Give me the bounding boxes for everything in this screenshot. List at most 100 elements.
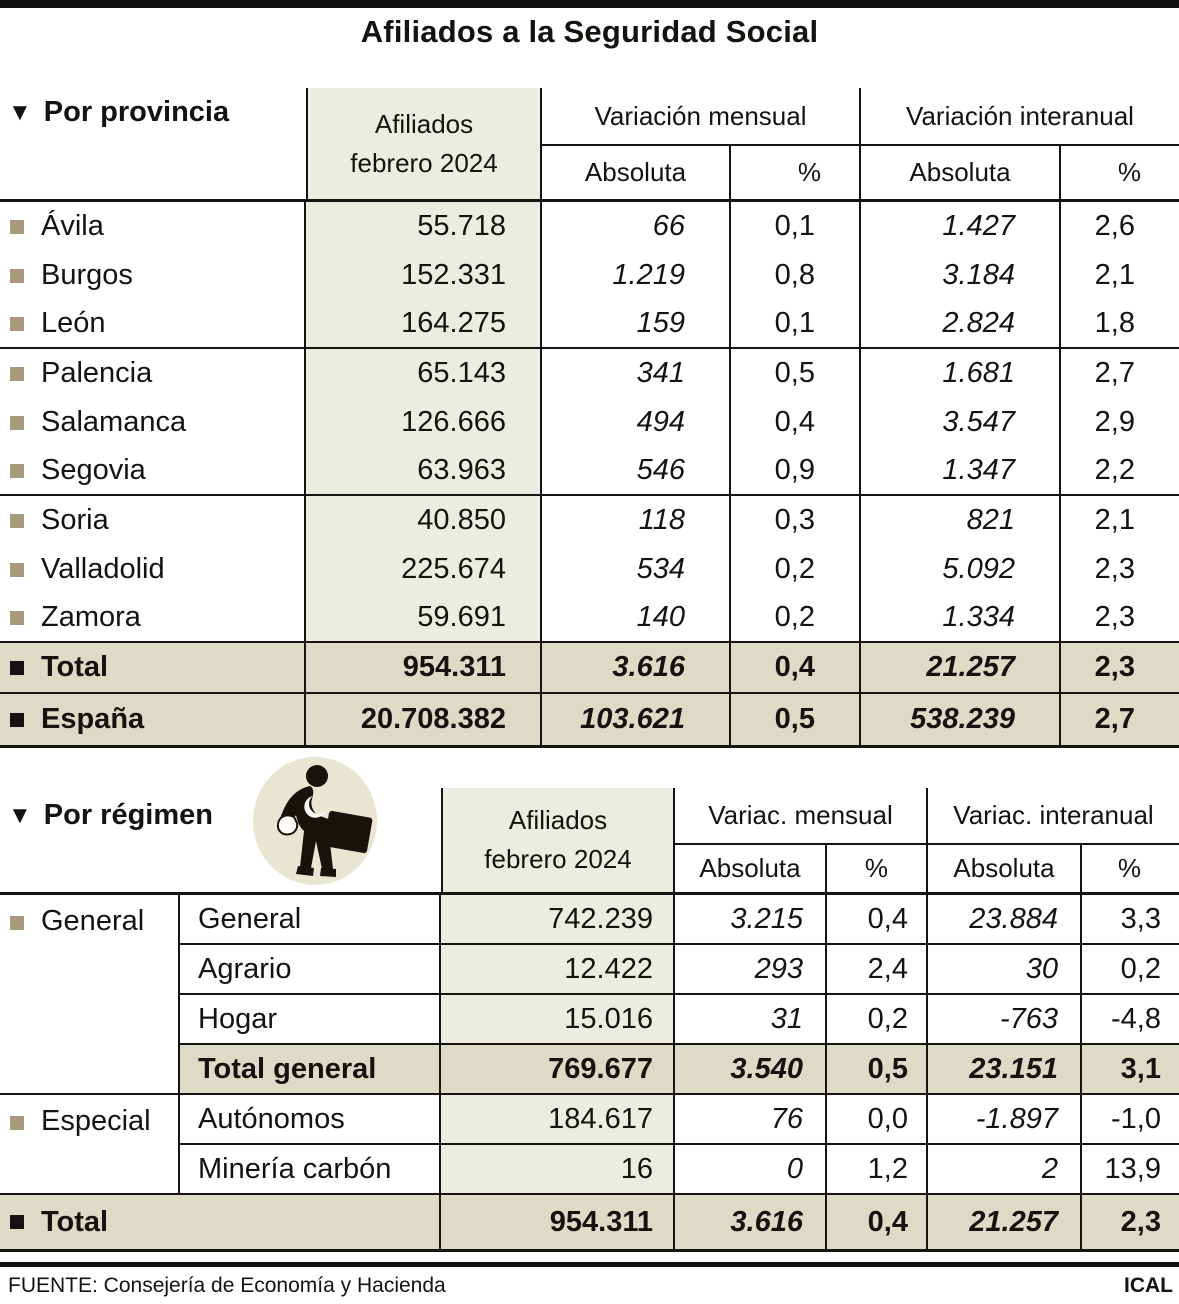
row-label: León bbox=[0, 300, 306, 349]
square-bullet-icon bbox=[10, 562, 24, 577]
var-mensual-pct: 0,2 bbox=[731, 545, 861, 594]
var-interanual-pct: 2,7 bbox=[1094, 357, 1135, 389]
header-corner bbox=[0, 788, 441, 895]
var-interanual-abs: 21.257 bbox=[928, 1195, 1082, 1252]
afiliados-value: 152.331 bbox=[306, 251, 542, 300]
afiliados-value: 184.617 bbox=[441, 1095, 675, 1145]
var-interanual-abs: 2 bbox=[928, 1145, 1082, 1195]
var-mensual-abs: 494 bbox=[542, 398, 731, 447]
var-mensual-pct: 0,4 bbox=[827, 895, 928, 945]
square-bullet-icon bbox=[10, 660, 24, 675]
var-interanual-abs: 30 bbox=[928, 945, 1082, 995]
section-title: Por provincia bbox=[43, 96, 230, 128]
square-bullet-icon bbox=[10, 463, 24, 478]
var-mensual-abs: 31 bbox=[675, 995, 827, 1045]
var-mensual-pct: 0,5 bbox=[827, 1045, 928, 1095]
square-bullet-icon bbox=[10, 712, 24, 727]
var-interanual-pct: 1,8 bbox=[1061, 300, 1179, 349]
var-interanual-abs: 1.347 bbox=[861, 447, 1061, 496]
var-mensual-pct: 0,4 bbox=[731, 398, 861, 447]
square-bullet-icon bbox=[10, 610, 24, 625]
var-mensual-abs: 546 bbox=[542, 447, 731, 496]
square-bullet-icon bbox=[10, 316, 24, 331]
row-label: Palencia bbox=[0, 349, 306, 398]
var-mensual-pct: 0,3 bbox=[731, 496, 861, 545]
afiliados-value: 16 bbox=[441, 1145, 675, 1195]
section-header-regimen: ▼ Por régimen bbox=[8, 799, 213, 832]
var-interanual-abs: 3.184 bbox=[861, 251, 1061, 300]
var-mensual-abs: 103.621 bbox=[542, 694, 731, 748]
row-label: Zamora bbox=[0, 594, 306, 643]
var-interanual-abs: 23.151 bbox=[928, 1045, 1082, 1095]
var-mensual-pct: 0,0 bbox=[827, 1095, 928, 1145]
afiliados-value: 65.143 bbox=[306, 349, 542, 398]
afiliados-value: 164.275 bbox=[306, 300, 542, 349]
var-interanual-pct: 2,9 bbox=[1094, 406, 1135, 438]
var-interanual-pct: 2,3 bbox=[1061, 594, 1179, 643]
afiliados-value: 40.850 bbox=[306, 496, 542, 545]
province-name: Zamora bbox=[41, 601, 141, 633]
var-interanual-pct: 2,7 bbox=[1061, 694, 1179, 748]
var-mensual-pct: 0,2 bbox=[827, 995, 928, 1045]
header-variacion-mensual: Variación mensual bbox=[542, 88, 861, 146]
var-mensual-abs: 140 bbox=[542, 594, 731, 643]
row-label: Segovia bbox=[0, 447, 306, 496]
header-variac-interanual: Variac. interanual bbox=[928, 788, 1179, 845]
total-name: España bbox=[41, 703, 145, 735]
var-mensual-abs: 3.616 bbox=[675, 1195, 827, 1252]
afiliados-value: 126.666 bbox=[306, 398, 542, 447]
regime-label: Minería carbón bbox=[180, 1145, 441, 1195]
header-pct-interanual: % bbox=[1082, 845, 1179, 895]
var-interanual-abs: 1.334 bbox=[861, 594, 1061, 643]
var-interanual-abs: -763 bbox=[928, 995, 1082, 1045]
var-mensual-pct: 0,1 bbox=[731, 300, 861, 349]
table-por-provincia: Afiliados febrero 2024 Variación mensual… bbox=[0, 88, 1179, 748]
var-interanual-abs: 821 bbox=[861, 496, 1061, 545]
header-afiliados-line1: Afiliados bbox=[508, 805, 608, 835]
var-interanual-pct: -4,8 bbox=[1082, 995, 1179, 1045]
header-afiliados: Afiliados febrero 2024 bbox=[306, 88, 542, 202]
afiliados-value: 954.311 bbox=[441, 1195, 675, 1252]
section-header-provincia: ▼ Por provincia bbox=[8, 96, 229, 129]
var-interanual-pct: 2,1 bbox=[1094, 259, 1135, 291]
var-interanual-abs: 538.239 bbox=[861, 694, 1061, 748]
var-interanual-pct: -1,0 bbox=[1082, 1095, 1179, 1145]
triangle-down-icon: ▼ bbox=[8, 801, 32, 829]
header-pct-mensual: % bbox=[731, 146, 861, 202]
var-interanual-abs: 2.824 bbox=[861, 300, 1061, 349]
total-row-label: Total bbox=[0, 1195, 441, 1252]
total-row-label: Total bbox=[0, 643, 306, 694]
var-mensual-pct: 0,2 bbox=[731, 594, 861, 643]
var-mensual-pct: 1,2 bbox=[827, 1145, 928, 1195]
agency-credit: ICAL bbox=[1124, 1274, 1173, 1297]
header-absoluta-interanual: Absoluta bbox=[928, 845, 1082, 895]
row-label: Soria bbox=[0, 496, 306, 545]
province-name: Palencia bbox=[41, 357, 153, 389]
square-bullet-icon bbox=[10, 513, 24, 528]
var-mensual-pct: 0,5 bbox=[731, 349, 861, 398]
header-absoluta-mensual: Absoluta bbox=[675, 845, 827, 895]
var-mensual-abs: 341 bbox=[542, 349, 731, 398]
var-interanual-abs: 3.547 bbox=[861, 398, 1061, 447]
group-label-especial: Especial bbox=[0, 1095, 180, 1195]
var-mensual-abs: 0 bbox=[675, 1145, 827, 1195]
total-name: Total bbox=[41, 651, 109, 683]
afiliados-value: 769.677 bbox=[441, 1045, 675, 1095]
worker-icon bbox=[250, 754, 380, 888]
var-interanual-pct: 2,2 bbox=[1061, 447, 1179, 496]
province-name: Segovia bbox=[41, 454, 146, 486]
group-label-general: General bbox=[0, 895, 180, 1095]
row-label: Burgos bbox=[0, 251, 306, 300]
regime-label: Autónomos bbox=[180, 1095, 441, 1145]
var-mensual-abs: 3.540 bbox=[675, 1045, 827, 1095]
var-mensual-abs: 76 bbox=[675, 1095, 827, 1145]
var-mensual-abs: 66 bbox=[542, 202, 731, 251]
var-interanual-abs: 23.884 bbox=[928, 895, 1082, 945]
row-label: Ávila bbox=[0, 202, 306, 251]
var-interanual-abs: 1.681 bbox=[861, 349, 1061, 398]
var-mensual-pct: 0,4 bbox=[731, 643, 861, 694]
var-mensual-abs: 3.215 bbox=[675, 895, 827, 945]
header-absoluta-interanual: Absoluta bbox=[861, 146, 1061, 202]
header-afiliados-line1: Afiliados bbox=[374, 108, 474, 139]
var-mensual-pct: 0,9 bbox=[731, 447, 861, 496]
